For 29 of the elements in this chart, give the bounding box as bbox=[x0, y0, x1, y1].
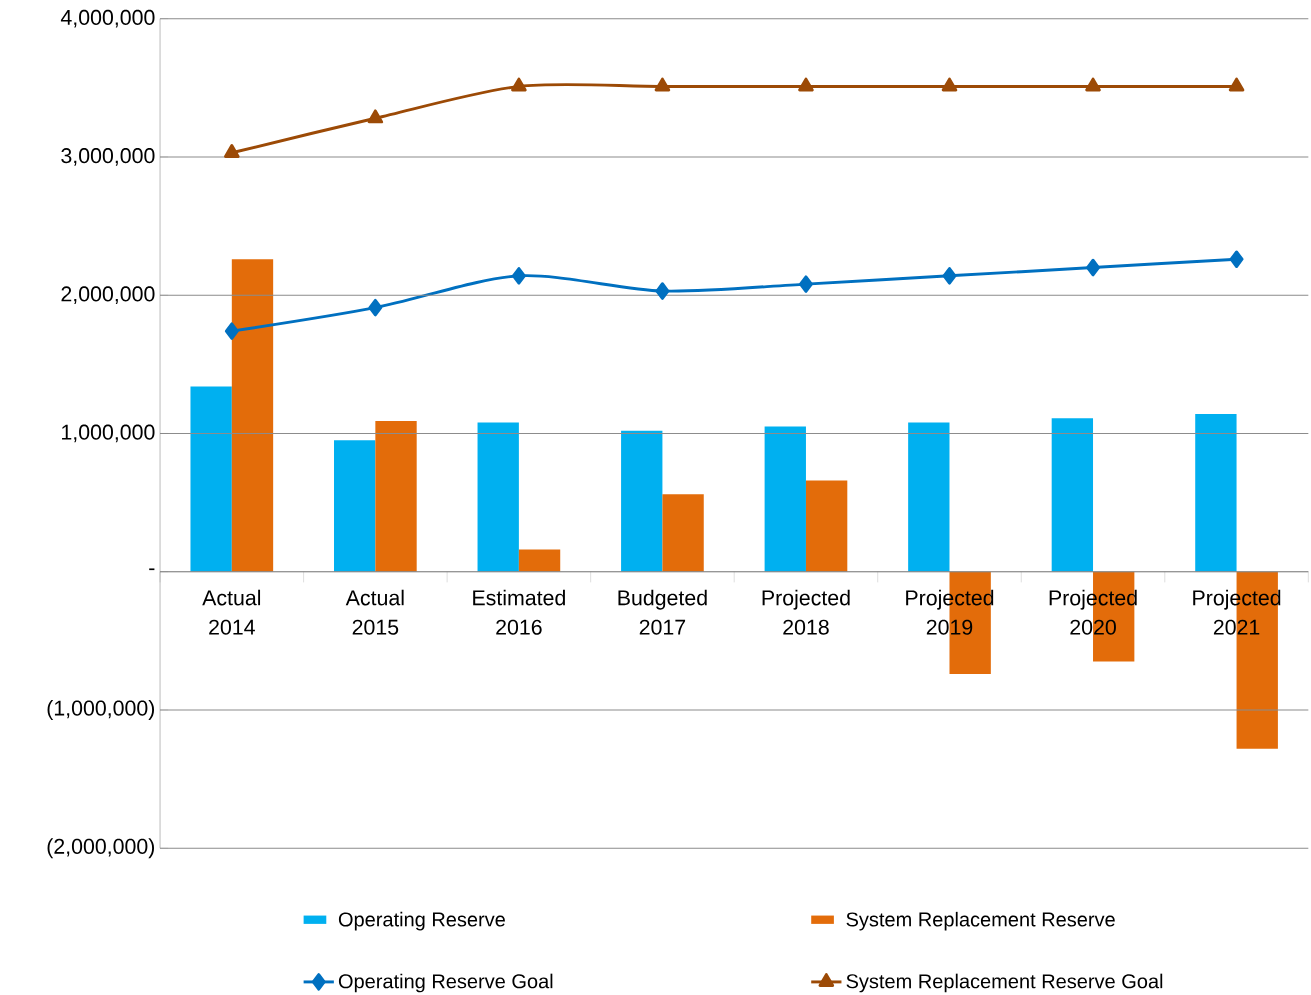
bar bbox=[375, 421, 417, 572]
legend-label: Operating Reserve Goal bbox=[338, 973, 553, 993]
x-tick-label: Estimated 2016 bbox=[473, 589, 565, 635]
x-tick-label: Projected 2018 bbox=[762, 589, 850, 635]
y-tick-label: 4,000,000 bbox=[60, 9, 155, 28]
bar bbox=[908, 422, 950, 572]
legend-label: System Replacement Reserve bbox=[846, 911, 1115, 931]
bar bbox=[477, 422, 519, 572]
y-tick-label: - bbox=[149, 568, 155, 571]
bar bbox=[1195, 414, 1237, 572]
bar bbox=[1051, 418, 1094, 572]
bar bbox=[518, 549, 561, 572]
y-tick-label: 2,000,000 bbox=[61, 286, 155, 305]
bar bbox=[334, 440, 376, 572]
bar bbox=[621, 430, 663, 572]
y-tick-label: 3,000,000 bbox=[61, 148, 155, 166]
bar bbox=[190, 386, 232, 572]
bar bbox=[662, 494, 704, 572]
x-tick-label: Actual 2015 bbox=[345, 589, 404, 635]
y-tick-label: 1,000,000 bbox=[62, 424, 155, 443]
bar bbox=[805, 480, 848, 572]
legend-label: System Replacement Reserve Goal bbox=[846, 973, 1163, 993]
bar bbox=[764, 426, 806, 572]
y-tick-label: (2,000,000) bbox=[47, 838, 155, 859]
x-tick-label: Actual 2014 bbox=[202, 589, 261, 635]
x-tick-label: Budgeted 2017 bbox=[618, 589, 707, 635]
y-tick-label: (1,000,000) bbox=[47, 700, 155, 720]
legend-label: Operating Reserve bbox=[338, 911, 505, 931]
bar bbox=[231, 259, 274, 572]
